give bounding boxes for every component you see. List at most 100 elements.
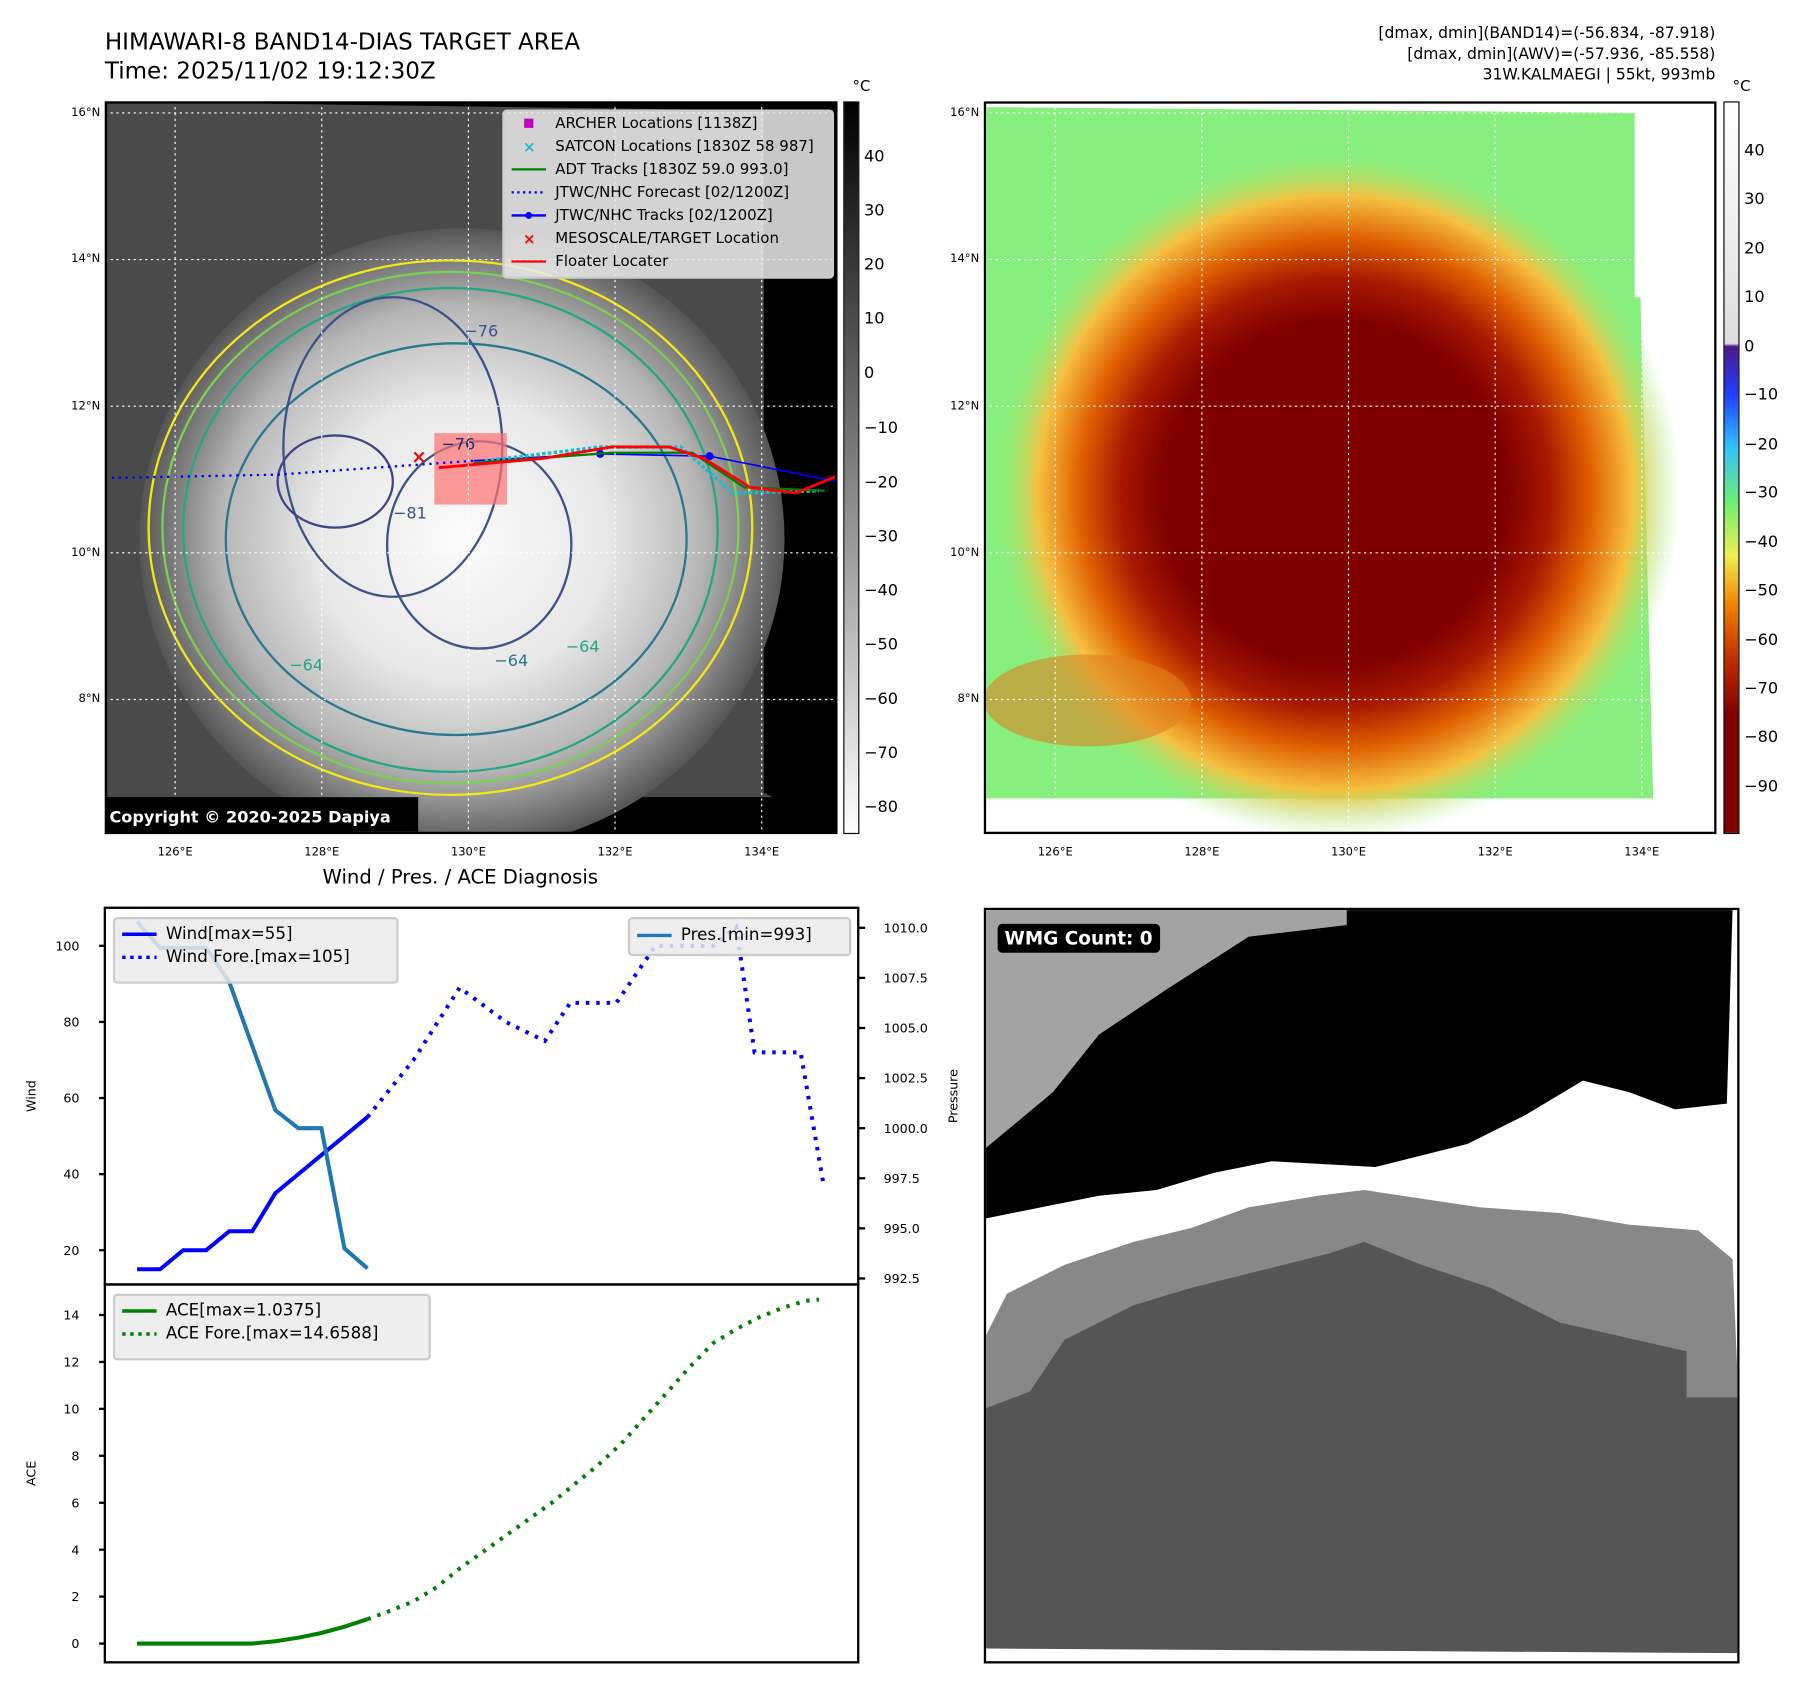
series-line-0 (137, 1115, 369, 1272)
lon-tick-label: 130°E (1331, 846, 1367, 859)
info-awv: [dmax, dmin](AWV)=(-57.936, -85.558) (1407, 44, 1716, 64)
jtwc-forecast-track (107, 459, 474, 480)
legend-swatch (509, 256, 548, 268)
lat-tick-label: 12°N (71, 399, 101, 413)
ace-legend: ACE[max=1.0375] ACE Fore.[max=14.6588] (112, 1293, 431, 1361)
lat-tick-label: 16°N (950, 106, 980, 120)
info-storm: 31W.KALMAEGI | 55kt, 993mb (1482, 65, 1716, 85)
y-right-tick-label: 1010.0 (884, 920, 928, 935)
copyright-bg (107, 797, 419, 832)
contour-green (161, 270, 740, 785)
lat-tick-label: 14°N (950, 253, 980, 266)
legend-swatch: × (509, 141, 548, 153)
awv-colorbar (1723, 101, 1740, 835)
svg-text:×: × (523, 141, 536, 153)
lat-tick-label: 16°N (71, 106, 101, 120)
lon-tick-label: 132°E (597, 846, 633, 859)
plot-frame (103, 1283, 860, 1664)
legend-wind: Wind[max=55] (165, 925, 293, 944)
ir-colorbar-tick: −60 (863, 690, 899, 709)
awv-map-image (986, 107, 1681, 832)
contour-yellow (147, 259, 754, 797)
series-line-0 (137, 1617, 369, 1646)
floater-box (434, 433, 507, 505)
awv-colorbar-tick: −50 (1744, 581, 1779, 601)
ir-colorbar-tick: −50 (863, 635, 899, 655)
y-tick-label: 10 (63, 1401, 79, 1416)
legend-pres: Pres.[min=993] (680, 926, 812, 945)
awv-colorbar-tick: −20 (1744, 435, 1779, 454)
y-tick-label: 4 (71, 1542, 79, 1557)
wmg-region-black (986, 910, 1733, 1219)
ir-colorbar-tick: 30 (863, 201, 885, 221)
info-band14: [dmax, dmin](BAND14)=(-56.834, -87.918) (1378, 24, 1716, 43)
y-right-tick-label: 1007.5 (884, 971, 928, 986)
lon-tick-label: 134°E (1624, 846, 1660, 859)
legend-swatch-pres (635, 932, 674, 939)
contour-label: −64 (494, 651, 528, 670)
contour-label: −64 (566, 637, 600, 656)
ir-colorbar-tick: −80 (863, 798, 899, 817)
legend-label: SATCON Locations [1830Z 58 987] (555, 137, 814, 155)
y-right-tick-label: 995.0 (884, 1221, 920, 1236)
awv-colorbar-tick: −80 (1744, 728, 1779, 747)
legend-item: × SATCON Locations [1830Z 58 987] (505, 135, 832, 158)
ir-colorbar (843, 101, 860, 835)
y-tick-label: 0 (71, 1636, 79, 1651)
ir-colorbar-tick: 0 (863, 364, 875, 383)
awv-map-panel[interactable] (983, 101, 1717, 835)
ir-colorbar-tick: 20 (863, 255, 885, 275)
info-block: [dmax, dmin](BAND14)=(-56.834, -87.918) … (1378, 23, 1715, 85)
y-tick-label: 14 (63, 1308, 79, 1323)
legend-label: JTWC/NHC Tracks [02/1200Z] (555, 206, 773, 225)
floater-track (438, 445, 836, 495)
legend-ace-fore: ACE Fore.[max=14.6588] (165, 1324, 379, 1344)
awv-colorbar-tick: −90 (1744, 777, 1779, 796)
lon-tick-label: 128°E (1184, 846, 1220, 859)
legend-label: ARCHER Locations [1138Z] (555, 114, 758, 132)
ir-map-panel[interactable]: × −76 −76 −81 −64 −64 −64 ARCHER Locatio… (104, 101, 838, 835)
awv-colorbar-tick: −30 (1744, 484, 1779, 503)
contour-label: −81 (393, 503, 427, 522)
lat-tick-label: 12°N (950, 399, 980, 413)
legend-swatch (509, 118, 548, 130)
awv-colorbar-tick: 20 (1744, 239, 1765, 258)
y-right-tick-label: 1005.0 (884, 1021, 928, 1036)
lat-tick-label: 10°N (71, 546, 101, 560)
legend-swatch (509, 187, 548, 199)
ir-colorbar-unit: °C (852, 78, 871, 96)
contour-purple (276, 434, 394, 529)
lon-tick-label: 132°E (1477, 846, 1513, 859)
legend-swatch-ace-fore (120, 1331, 159, 1338)
legend-item: Floater Locater (505, 250, 832, 273)
contour-label: −64 (289, 655, 323, 674)
ir-colorbar-tick: −30 (863, 527, 899, 546)
contour-label: −76 (441, 434, 475, 453)
y-tick-label: 80 (63, 1015, 79, 1030)
ir-legend: ARCHER Locations [1138Z] × SATCON Location… (502, 109, 835, 279)
legend-ace: ACE[max=1.0375] (165, 1301, 322, 1321)
legend-swatch-wind-fore (120, 954, 159, 961)
awv-colorbar-tick: 40 (1744, 141, 1765, 161)
diagnosis-title: Wind / Pres. / ACE Diagnosis (322, 866, 598, 890)
legend-swatch-ace (120, 1308, 159, 1315)
y-axis-label: ACE (24, 1461, 39, 1486)
awv-colorbar-unit: °C (1732, 78, 1751, 96)
y-right-tick-label: 992.5 (884, 1271, 920, 1286)
ir-colorbar-tick: −20 (863, 473, 899, 492)
awv-colorbar-tick: −60 (1744, 630, 1779, 650)
copyright: Copyright © 2020-2025 Dapiya (109, 808, 391, 828)
lat-tick-label: 10°N (950, 546, 980, 560)
target-location-marker: × (411, 447, 426, 468)
figure-title: HIMAWARI-8 BAND14-DIAS TARGET AREA (104, 27, 581, 56)
legend-swatch: × (509, 233, 548, 245)
lon-tick-label: 130°E (450, 846, 486, 859)
legend-item: × MESOSCALE/TARGET Location (505, 227, 832, 250)
lon-tick-label: 126°E (157, 846, 193, 859)
awv-colorbar-tick: −70 (1744, 679, 1779, 699)
y-tick-label: 12 (63, 1355, 79, 1370)
legend-swatch (509, 164, 548, 176)
ir-colorbar-tick: 40 (863, 147, 885, 166)
lat-tick-label: 8°N (78, 693, 101, 706)
series-line-1 (366, 1297, 820, 1622)
